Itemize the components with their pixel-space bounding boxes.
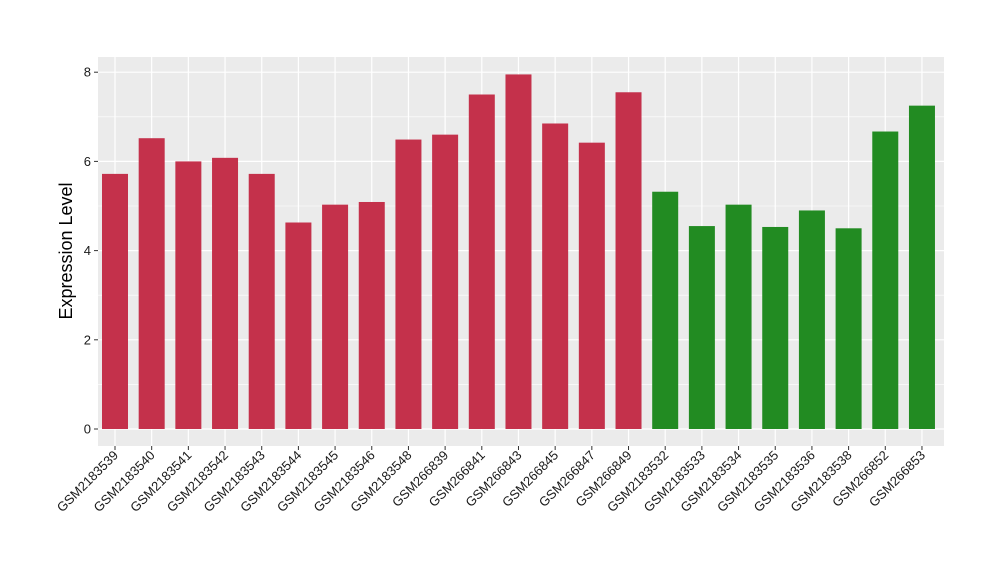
bar [395,139,422,429]
y-tick-label: 2 [84,332,91,347]
bar [138,138,165,429]
bar [358,201,385,429]
bar [505,74,532,430]
bar [432,134,459,429]
bar [908,105,935,430]
bar [248,173,275,429]
y-tick-label: 8 [84,65,91,80]
bar [542,123,569,430]
y-axis-title: Expression Level [56,182,76,319]
bar [762,226,789,429]
bar [578,142,605,429]
x-axis: GSM2183539GSM2183540GSM2183541GSM2183542… [54,446,928,515]
bar [872,131,899,429]
bar [212,157,239,429]
y-tick-label: 4 [84,243,91,258]
bar [798,210,825,429]
bar [322,204,349,429]
y-tick-label: 6 [84,154,91,169]
bar [652,191,679,429]
bar [102,173,128,429]
bar [835,228,862,429]
bar [468,94,495,429]
y-axis: 0 2 4 6 8 [84,65,98,437]
y-tick-label: 0 [84,422,91,437]
bar [175,161,202,429]
bar [688,226,715,429]
bar [615,92,642,430]
bars [102,74,935,430]
bar [725,204,752,429]
bar [285,222,312,429]
